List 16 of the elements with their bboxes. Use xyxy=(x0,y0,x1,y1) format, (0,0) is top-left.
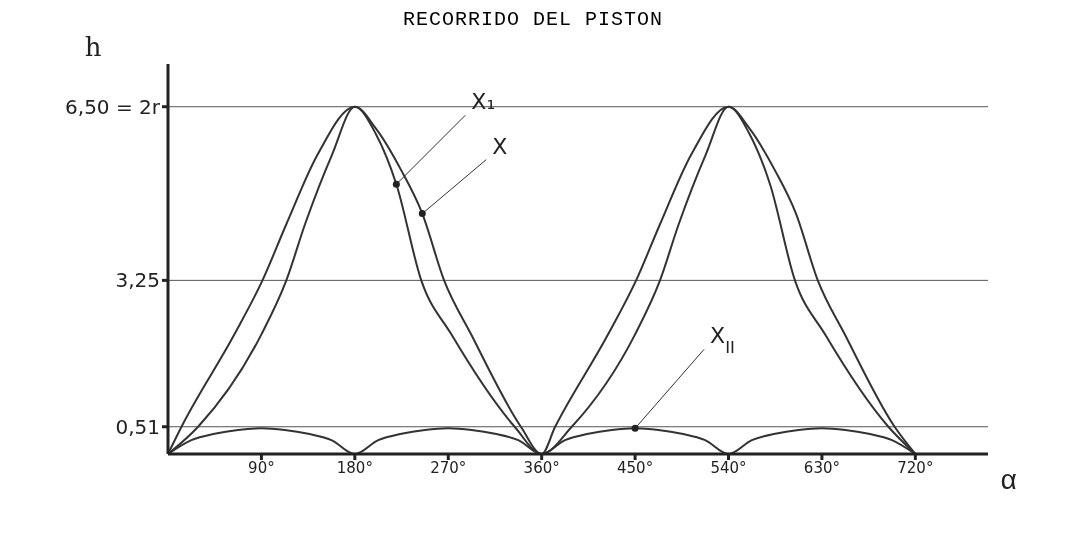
y-tick-label: 6,50 = 2r xyxy=(65,94,161,119)
y-axis-title: h xyxy=(84,32,102,62)
text: X xyxy=(492,133,508,159)
x-axis-title: α xyxy=(1000,465,1017,497)
x-tick-label: 360° xyxy=(523,458,560,477)
x-tick-label: 90° xyxy=(248,458,275,477)
x-tick-label: 180° xyxy=(336,458,373,477)
x-tick-label: 540° xyxy=(710,458,747,477)
y-tick-label: 0,51 xyxy=(115,414,160,439)
chart-title: RECORRIDO DEL PISTON xyxy=(402,8,664,31)
x-tick-label: 450° xyxy=(617,458,654,477)
y-tick-label: 3,25 xyxy=(115,268,160,293)
x-tick-label: 270° xyxy=(430,458,467,477)
x-tick-label: 720° xyxy=(897,458,934,477)
text: X$_{II}$ xyxy=(710,323,735,357)
x-tick-label: 630° xyxy=(803,458,840,477)
